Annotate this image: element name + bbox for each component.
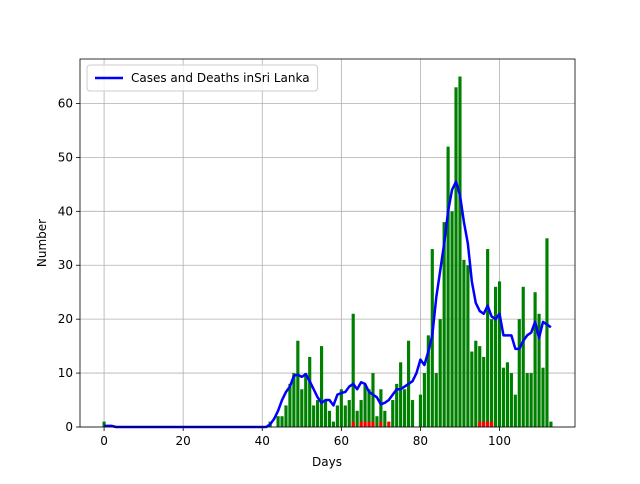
bar bbox=[312, 405, 316, 427]
bar bbox=[316, 400, 320, 427]
bar bbox=[537, 313, 541, 427]
bar bbox=[351, 421, 355, 427]
bar bbox=[470, 351, 474, 427]
bar bbox=[395, 383, 399, 427]
bar bbox=[399, 362, 403, 427]
bar bbox=[102, 421, 106, 427]
bar bbox=[371, 373, 375, 427]
y-tick-label: 10 bbox=[58, 366, 73, 380]
bar bbox=[327, 410, 332, 427]
bar bbox=[541, 367, 545, 427]
bar bbox=[482, 421, 486, 427]
bar bbox=[533, 292, 537, 427]
bar bbox=[379, 421, 383, 427]
bar bbox=[490, 319, 494, 427]
bar bbox=[323, 400, 328, 427]
bar bbox=[347, 400, 351, 427]
bar bbox=[490, 421, 494, 427]
bar bbox=[379, 389, 383, 427]
legend: Cases and Deaths inSri Lanka bbox=[86, 64, 319, 92]
bar bbox=[351, 313, 355, 427]
x-tick-label: 60 bbox=[334, 434, 349, 448]
bar bbox=[371, 421, 375, 427]
bar bbox=[280, 416, 284, 427]
bar bbox=[418, 394, 423, 427]
bar bbox=[505, 362, 510, 427]
bar bbox=[300, 389, 304, 427]
x-tick-label: 40 bbox=[255, 434, 270, 448]
bar bbox=[438, 319, 442, 427]
bar bbox=[367, 421, 371, 427]
bar bbox=[446, 146, 450, 427]
bar bbox=[331, 421, 336, 427]
bar bbox=[359, 400, 363, 427]
y-tick-label: 40 bbox=[58, 204, 73, 218]
bar bbox=[319, 346, 324, 427]
y-axis-label: Number bbox=[35, 219, 49, 267]
x-axis-label: Days bbox=[312, 455, 342, 469]
legend-label: Cases and Deaths inSri Lanka bbox=[131, 71, 310, 85]
bar bbox=[284, 405, 288, 427]
bar bbox=[363, 421, 367, 427]
bar bbox=[422, 373, 426, 427]
bar bbox=[521, 286, 525, 427]
bar bbox=[478, 421, 482, 427]
x-tick-label: 100 bbox=[488, 434, 511, 448]
bar bbox=[308, 356, 312, 427]
bar bbox=[288, 383, 292, 427]
y-tick-label: 0 bbox=[65, 420, 73, 434]
x-tick-label: 20 bbox=[176, 434, 191, 448]
bar bbox=[513, 394, 517, 427]
bar bbox=[403, 389, 407, 427]
bar bbox=[367, 389, 371, 427]
bar bbox=[343, 405, 347, 427]
bar bbox=[482, 356, 486, 427]
bar bbox=[276, 416, 280, 427]
bar bbox=[391, 400, 395, 427]
bar bbox=[549, 421, 553, 427]
bar bbox=[486, 249, 490, 427]
bar bbox=[304, 373, 308, 427]
bar bbox=[529, 373, 533, 427]
bar bbox=[387, 421, 391, 427]
bar bbox=[525, 373, 529, 427]
bar bbox=[486, 421, 490, 427]
bar bbox=[292, 373, 296, 427]
bar bbox=[545, 238, 549, 427]
plot-frame bbox=[79, 58, 576, 428]
bar bbox=[410, 400, 415, 427]
bar bbox=[517, 319, 521, 427]
bar bbox=[296, 340, 300, 427]
bar bbox=[434, 373, 438, 427]
bar bbox=[497, 281, 502, 427]
bar bbox=[363, 383, 367, 427]
bar bbox=[501, 367, 506, 427]
y-tick-label: 20 bbox=[58, 312, 73, 326]
bar bbox=[339, 389, 343, 427]
bar bbox=[478, 346, 482, 427]
bar bbox=[426, 335, 430, 427]
bar bbox=[383, 410, 387, 427]
bar bbox=[335, 405, 339, 427]
bar bbox=[450, 211, 454, 427]
y-tick-label: 50 bbox=[58, 150, 73, 164]
y-tick-label: 60 bbox=[58, 96, 73, 110]
bar bbox=[458, 76, 462, 428]
bar bbox=[359, 421, 363, 427]
bar bbox=[375, 416, 379, 427]
bar bbox=[466, 265, 470, 427]
x-tick-label: 0 bbox=[100, 434, 108, 448]
legend-box bbox=[86, 64, 319, 92]
bar bbox=[474, 340, 478, 427]
bar bbox=[454, 87, 458, 428]
x-tick-label: 80 bbox=[413, 434, 428, 448]
bar bbox=[462, 259, 466, 427]
bar bbox=[355, 410, 359, 427]
bar bbox=[509, 373, 513, 427]
bar bbox=[442, 222, 446, 427]
y-tick-label: 30 bbox=[58, 258, 73, 272]
bar bbox=[493, 286, 498, 427]
